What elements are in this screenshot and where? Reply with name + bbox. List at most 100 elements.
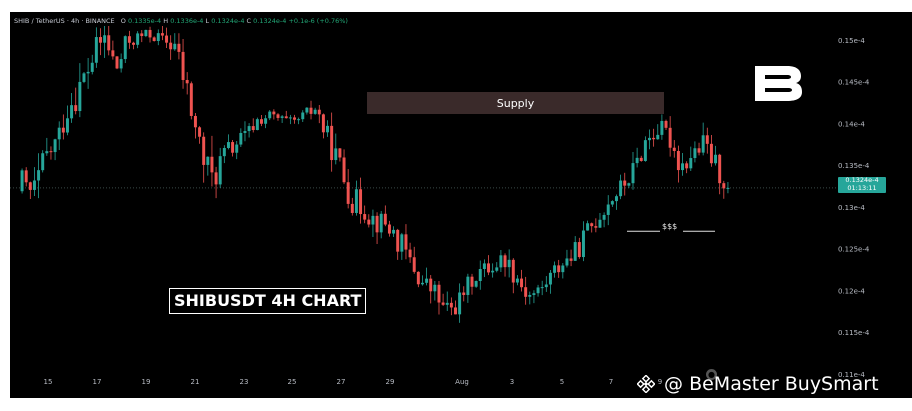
x-axis-label: 25 <box>288 378 297 386</box>
candle-body-up <box>619 180 623 197</box>
candle-body-up <box>90 62 94 72</box>
candle-body-up <box>82 73 86 82</box>
candle-body-up <box>681 163 685 171</box>
candle-body-down <box>99 37 102 43</box>
candle-body-down <box>251 126 255 131</box>
x-axis-label: 17 <box>93 378 102 386</box>
candle-body-down <box>408 249 412 258</box>
candle-body-up <box>548 272 552 285</box>
candle-body-down <box>160 33 164 36</box>
watermark: @ BeMaster BuySmart <box>637 373 879 395</box>
candle-body-up <box>726 187 730 189</box>
candle-body-up <box>573 242 577 261</box>
x-axis-label: 5 <box>560 378 564 386</box>
candle-body-up <box>334 148 338 161</box>
candle-body-up <box>482 263 486 270</box>
candle-body-up <box>41 153 45 171</box>
candle-body-down <box>363 214 367 220</box>
candle-body-up <box>70 105 74 119</box>
candle-body-down <box>185 79 189 84</box>
candle-body-down <box>590 223 594 227</box>
x-axis-label: 3 <box>510 378 514 386</box>
candle-body-down <box>148 29 152 38</box>
candle-body-up <box>648 137 651 141</box>
candle-body-down <box>412 257 416 272</box>
candle-body-up <box>20 170 24 192</box>
candle-body-up <box>536 287 540 294</box>
x-axis-label: 7 <box>609 378 613 386</box>
candle-body-down <box>383 213 387 225</box>
y-axis-label: 0.15e-4 <box>838 37 865 45</box>
watermark-text: @ BeMaster BuySmart <box>664 373 879 395</box>
candle-body-up <box>173 43 177 50</box>
x-axis-label: 21 <box>191 378 200 386</box>
candle-body-down <box>202 136 206 165</box>
candle-body-up <box>458 292 462 315</box>
candle-body-up <box>631 163 635 184</box>
candle-body-up <box>222 147 226 157</box>
candle-body-down <box>169 42 173 50</box>
candlestick-chart[interactable]: 0.15e-4 0.145e-4 0.14e-4 0.135e-4 0.13e-4 0.1… <box>10 12 912 398</box>
candle-body-down <box>24 170 28 183</box>
open-value: 0.1335e-4 <box>127 17 162 25</box>
candle-body-up <box>326 125 330 133</box>
candle-body-up <box>627 183 631 186</box>
candle-body-down <box>342 157 346 183</box>
candle-body-up <box>78 81 82 112</box>
candle-body-up <box>478 269 482 282</box>
candle-body-up <box>45 151 49 154</box>
candle-body-down <box>668 127 672 148</box>
candle-body-down <box>569 258 573 261</box>
candle-body-up <box>528 294 532 297</box>
candle-body-down <box>404 234 408 250</box>
binance-square-icon <box>637 375 655 393</box>
candle-body-up <box>379 213 383 233</box>
candle-body-up <box>86 71 90 74</box>
high-label: H <box>163 17 169 25</box>
candle-body-up <box>581 230 585 258</box>
candle-body-down <box>181 51 185 80</box>
candle-body-down <box>189 83 193 116</box>
y-axis-label: 0.14e-4 <box>838 120 865 128</box>
y-axis-label: 0.11e-4 <box>838 371 865 379</box>
candle-body-down <box>487 263 491 273</box>
candle-body-up <box>614 196 618 202</box>
candle-body-down <box>639 157 643 161</box>
y-axis-label: 0.13e-4 <box>838 204 865 212</box>
liquidity-label: $$$ <box>662 222 678 231</box>
candle-body-down <box>672 147 676 151</box>
candle-body-down <box>231 142 235 153</box>
candle-body-up <box>610 201 614 205</box>
candle-body-up <box>280 116 284 118</box>
candle-body-up <box>606 204 610 215</box>
candle-body-down <box>375 215 379 233</box>
candle-body-up <box>507 259 511 268</box>
candle-body-down <box>132 42 136 45</box>
candle-body-down <box>623 180 627 186</box>
pair-title: SHIB / TetherUS · 4h · BINANCE <box>14 17 115 25</box>
candle-body-up <box>586 223 590 231</box>
candle-body-up <box>226 142 230 148</box>
candle-body-down <box>330 125 334 161</box>
candle-body-down <box>284 116 288 119</box>
x-axis-label: 19 <box>142 378 151 386</box>
x-axis-label: 29 <box>386 378 395 386</box>
candle-body-up <box>288 117 292 119</box>
candle-body-down <box>309 107 313 114</box>
supply-zone-label: Supply <box>496 96 535 110</box>
candle-body-up <box>466 276 470 295</box>
candle-body-down <box>359 189 363 215</box>
current-price-value: 0.1324e-4 <box>845 176 879 184</box>
chart-settings-icon[interactable]: ● <box>706 369 717 380</box>
low-label: L <box>205 17 210 25</box>
candle-body-down <box>111 50 115 57</box>
candle-body-up <box>305 107 309 113</box>
candle-body-up <box>660 120 664 135</box>
candle-body-down <box>193 115 197 128</box>
candle-body-up <box>701 135 705 153</box>
candle-body-down <box>127 36 131 43</box>
candle-body-down <box>210 156 214 173</box>
candle-body-down <box>214 172 218 185</box>
candle-body-down <box>107 35 111 51</box>
x-axis-label: 23 <box>240 378 249 386</box>
